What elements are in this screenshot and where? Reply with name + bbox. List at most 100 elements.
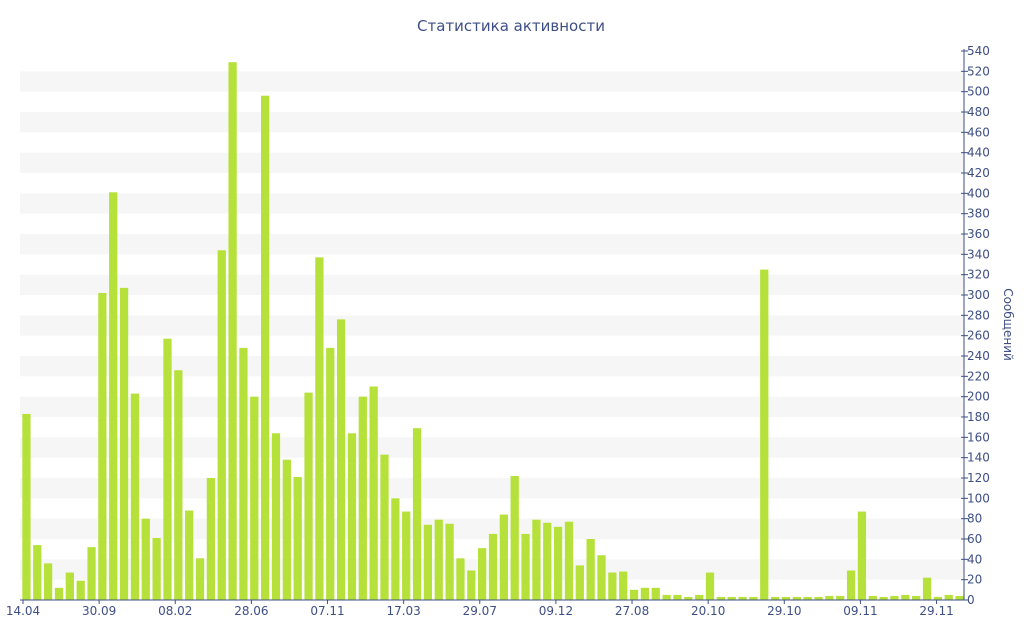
x-tick-label: 08.02 [158, 604, 192, 618]
bar [901, 594, 910, 600]
bar [727, 596, 736, 600]
bar [54, 587, 64, 600]
bar [185, 510, 194, 600]
x-tick-label: 28.06 [234, 604, 268, 618]
y-tick-label: 140 [967, 451, 990, 465]
bar [347, 433, 357, 600]
x-tick-label: 09.12 [539, 604, 573, 618]
bar [575, 565, 584, 600]
y-tick-label: 240 [967, 349, 990, 363]
x-tick-label: 07.11 [310, 604, 344, 618]
bar [532, 519, 541, 600]
grid-band [20, 396, 964, 417]
y-tick-label: 280 [967, 308, 990, 322]
bar [33, 545, 42, 600]
bar [912, 595, 921, 600]
bar [141, 518, 150, 600]
grid-band [20, 478, 964, 499]
x-tick-label: 29.10 [767, 604, 801, 618]
bar [380, 454, 389, 600]
bar [695, 594, 704, 600]
bar [955, 595, 964, 600]
y-tick-label: 520 [967, 64, 990, 78]
y-tick-label: 360 [967, 227, 990, 241]
y-tick-label: 80 [967, 512, 982, 526]
bar [749, 596, 758, 600]
bar [206, 478, 216, 600]
x-tick-label: 29.11 [919, 604, 953, 618]
bar [684, 596, 693, 600]
grid-band [20, 112, 964, 133]
x-tick-label: 20.10 [691, 604, 725, 618]
bar [792, 596, 801, 600]
bar [228, 62, 237, 600]
bar [760, 269, 769, 600]
y-tick-label: 400 [967, 186, 990, 200]
y-tick-label: 220 [967, 369, 990, 383]
x-axis: 14.04 30.09 08.02 28.06 07.11 17.03 29.07 09.12… [6, 599, 964, 618]
bar [261, 95, 270, 600]
y-tick-label: 120 [967, 471, 990, 485]
bar [879, 596, 888, 600]
bar [412, 428, 422, 600]
bar [391, 498, 400, 600]
y-axis-label: Сообщений [1001, 288, 1015, 361]
bar [369, 386, 378, 600]
x-tick-label: 29.07 [463, 604, 497, 618]
bar [445, 523, 454, 600]
bar [22, 413, 31, 600]
bar [662, 594, 671, 600]
bar [130, 393, 140, 600]
y-tick-label: 320 [967, 268, 990, 282]
y-tick-label: 0 [967, 593, 975, 607]
bar [434, 519, 443, 600]
bar [521, 533, 530, 600]
bar [770, 596, 780, 600]
bar [76, 580, 85, 600]
bar [825, 595, 834, 600]
bar [510, 475, 519, 600]
bar [174, 370, 183, 600]
bar [250, 396, 259, 600]
y-tick-label: 40 [967, 552, 982, 566]
grid-band [20, 437, 964, 458]
bar [152, 537, 161, 600]
bar [423, 524, 433, 600]
y-tick-label: 20 [967, 573, 982, 587]
bar [217, 250, 226, 600]
bar [44, 563, 53, 600]
bar [326, 347, 335, 600]
bar [488, 533, 498, 600]
bar [315, 257, 324, 600]
bar [467, 570, 476, 600]
bar [553, 526, 563, 600]
y-tick-label: 260 [967, 329, 990, 343]
bar [336, 319, 346, 600]
y-tick-label: 340 [967, 247, 990, 261]
bar [282, 459, 291, 600]
bar [933, 596, 942, 600]
bar [87, 547, 96, 600]
y-tick-label: 540 [967, 44, 990, 58]
y-tick-label: 460 [967, 125, 990, 139]
bar [846, 570, 856, 600]
bar [922, 577, 932, 600]
y-tick-label: 440 [967, 146, 990, 160]
bar [98, 292, 107, 600]
y-axis: 0 20 40 60 80 100 120 140 160 180 200 220 240 260 280 3… [961, 44, 990, 607]
bar [619, 571, 628, 600]
bar [803, 596, 812, 600]
x-tick-label: 09.11 [843, 604, 877, 618]
grid-band [20, 152, 964, 173]
bar [163, 338, 172, 600]
bar [640, 587, 650, 600]
bar [629, 589, 639, 600]
bar [119, 287, 129, 600]
chart-title: Статистика активности [417, 17, 605, 35]
bar [586, 539, 595, 600]
bar [358, 396, 367, 600]
grid-band [20, 71, 964, 92]
bar [402, 511, 411, 600]
